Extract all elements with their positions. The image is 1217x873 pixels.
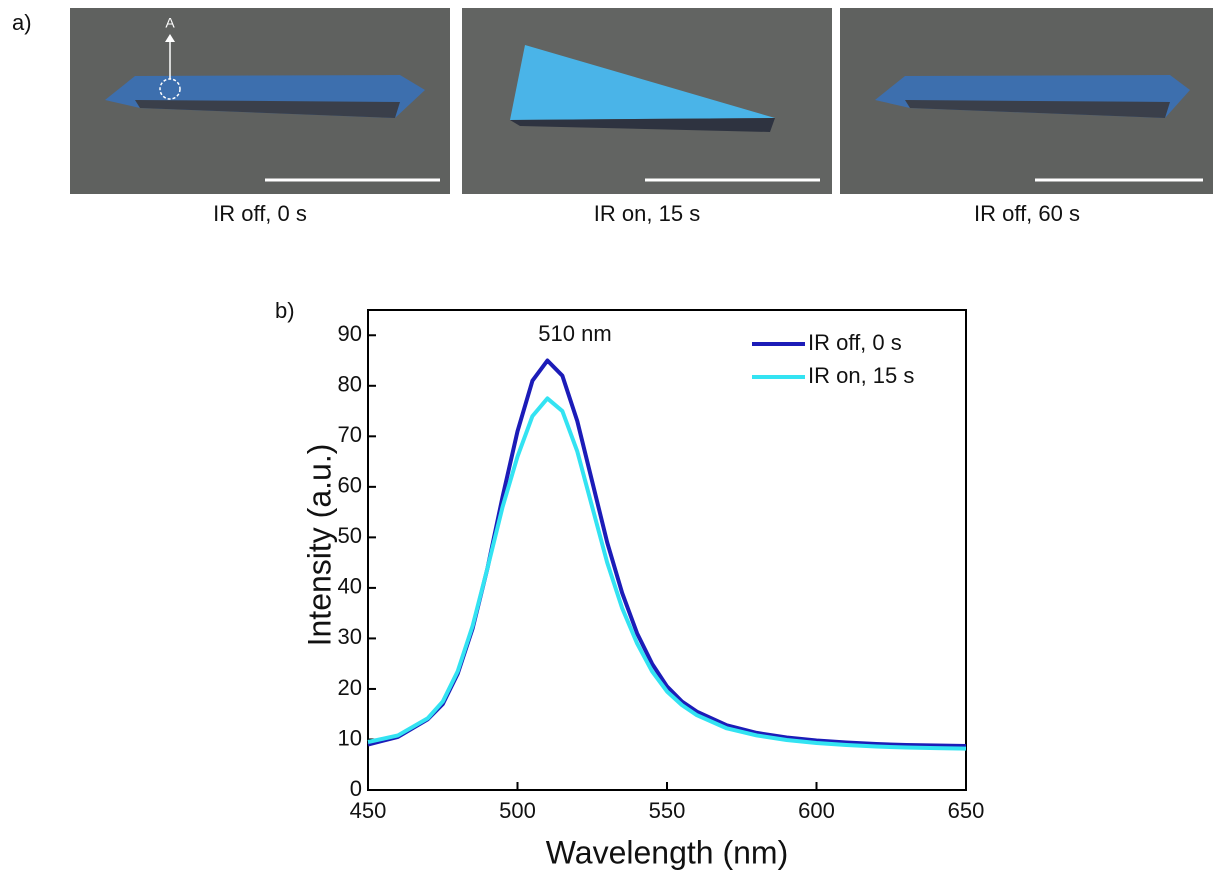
y-tick-label: 10 <box>338 725 362 750</box>
x-tick-label: 450 <box>350 798 387 823</box>
x-tick-label: 500 <box>499 798 536 823</box>
x-tick-label: 600 <box>798 798 835 823</box>
photo-caption: IR off, 0 s <box>213 201 307 226</box>
x-tick-label: 650 <box>948 798 985 823</box>
y-tick-label: 60 <box>338 473 362 498</box>
photo: A <box>70 8 450 194</box>
y-tick-label: 0 <box>350 776 362 801</box>
photo <box>462 8 832 194</box>
y-tick-label: 40 <box>338 574 362 599</box>
annotation: 510 nm <box>538 321 611 346</box>
y-tick-label: 50 <box>338 523 362 548</box>
photo-caption: IR off, 60 s <box>974 201 1080 226</box>
y-tick-label: 30 <box>338 624 362 649</box>
x-tick-label: 550 <box>649 798 686 823</box>
photo <box>840 8 1213 194</box>
panel-label: b) <box>275 298 295 323</box>
legend-label: IR on, 15 s <box>808 363 914 388</box>
y-tick-label: 80 <box>338 372 362 397</box>
marker-label: A <box>165 15 175 31</box>
photo-caption: IR on, 15 s <box>594 201 700 226</box>
series-line <box>367 396 967 751</box>
panel-label: a) <box>12 10 32 35</box>
y-tick-label: 70 <box>338 422 362 447</box>
legend-label: IR off, 0 s <box>808 330 902 355</box>
y-tick-label: 20 <box>338 675 362 700</box>
y-tick-label: 90 <box>338 321 362 346</box>
y-axis-title: Intensity (a.u.) <box>301 444 337 647</box>
x-axis-title: Wavelength (nm) <box>546 834 788 870</box>
